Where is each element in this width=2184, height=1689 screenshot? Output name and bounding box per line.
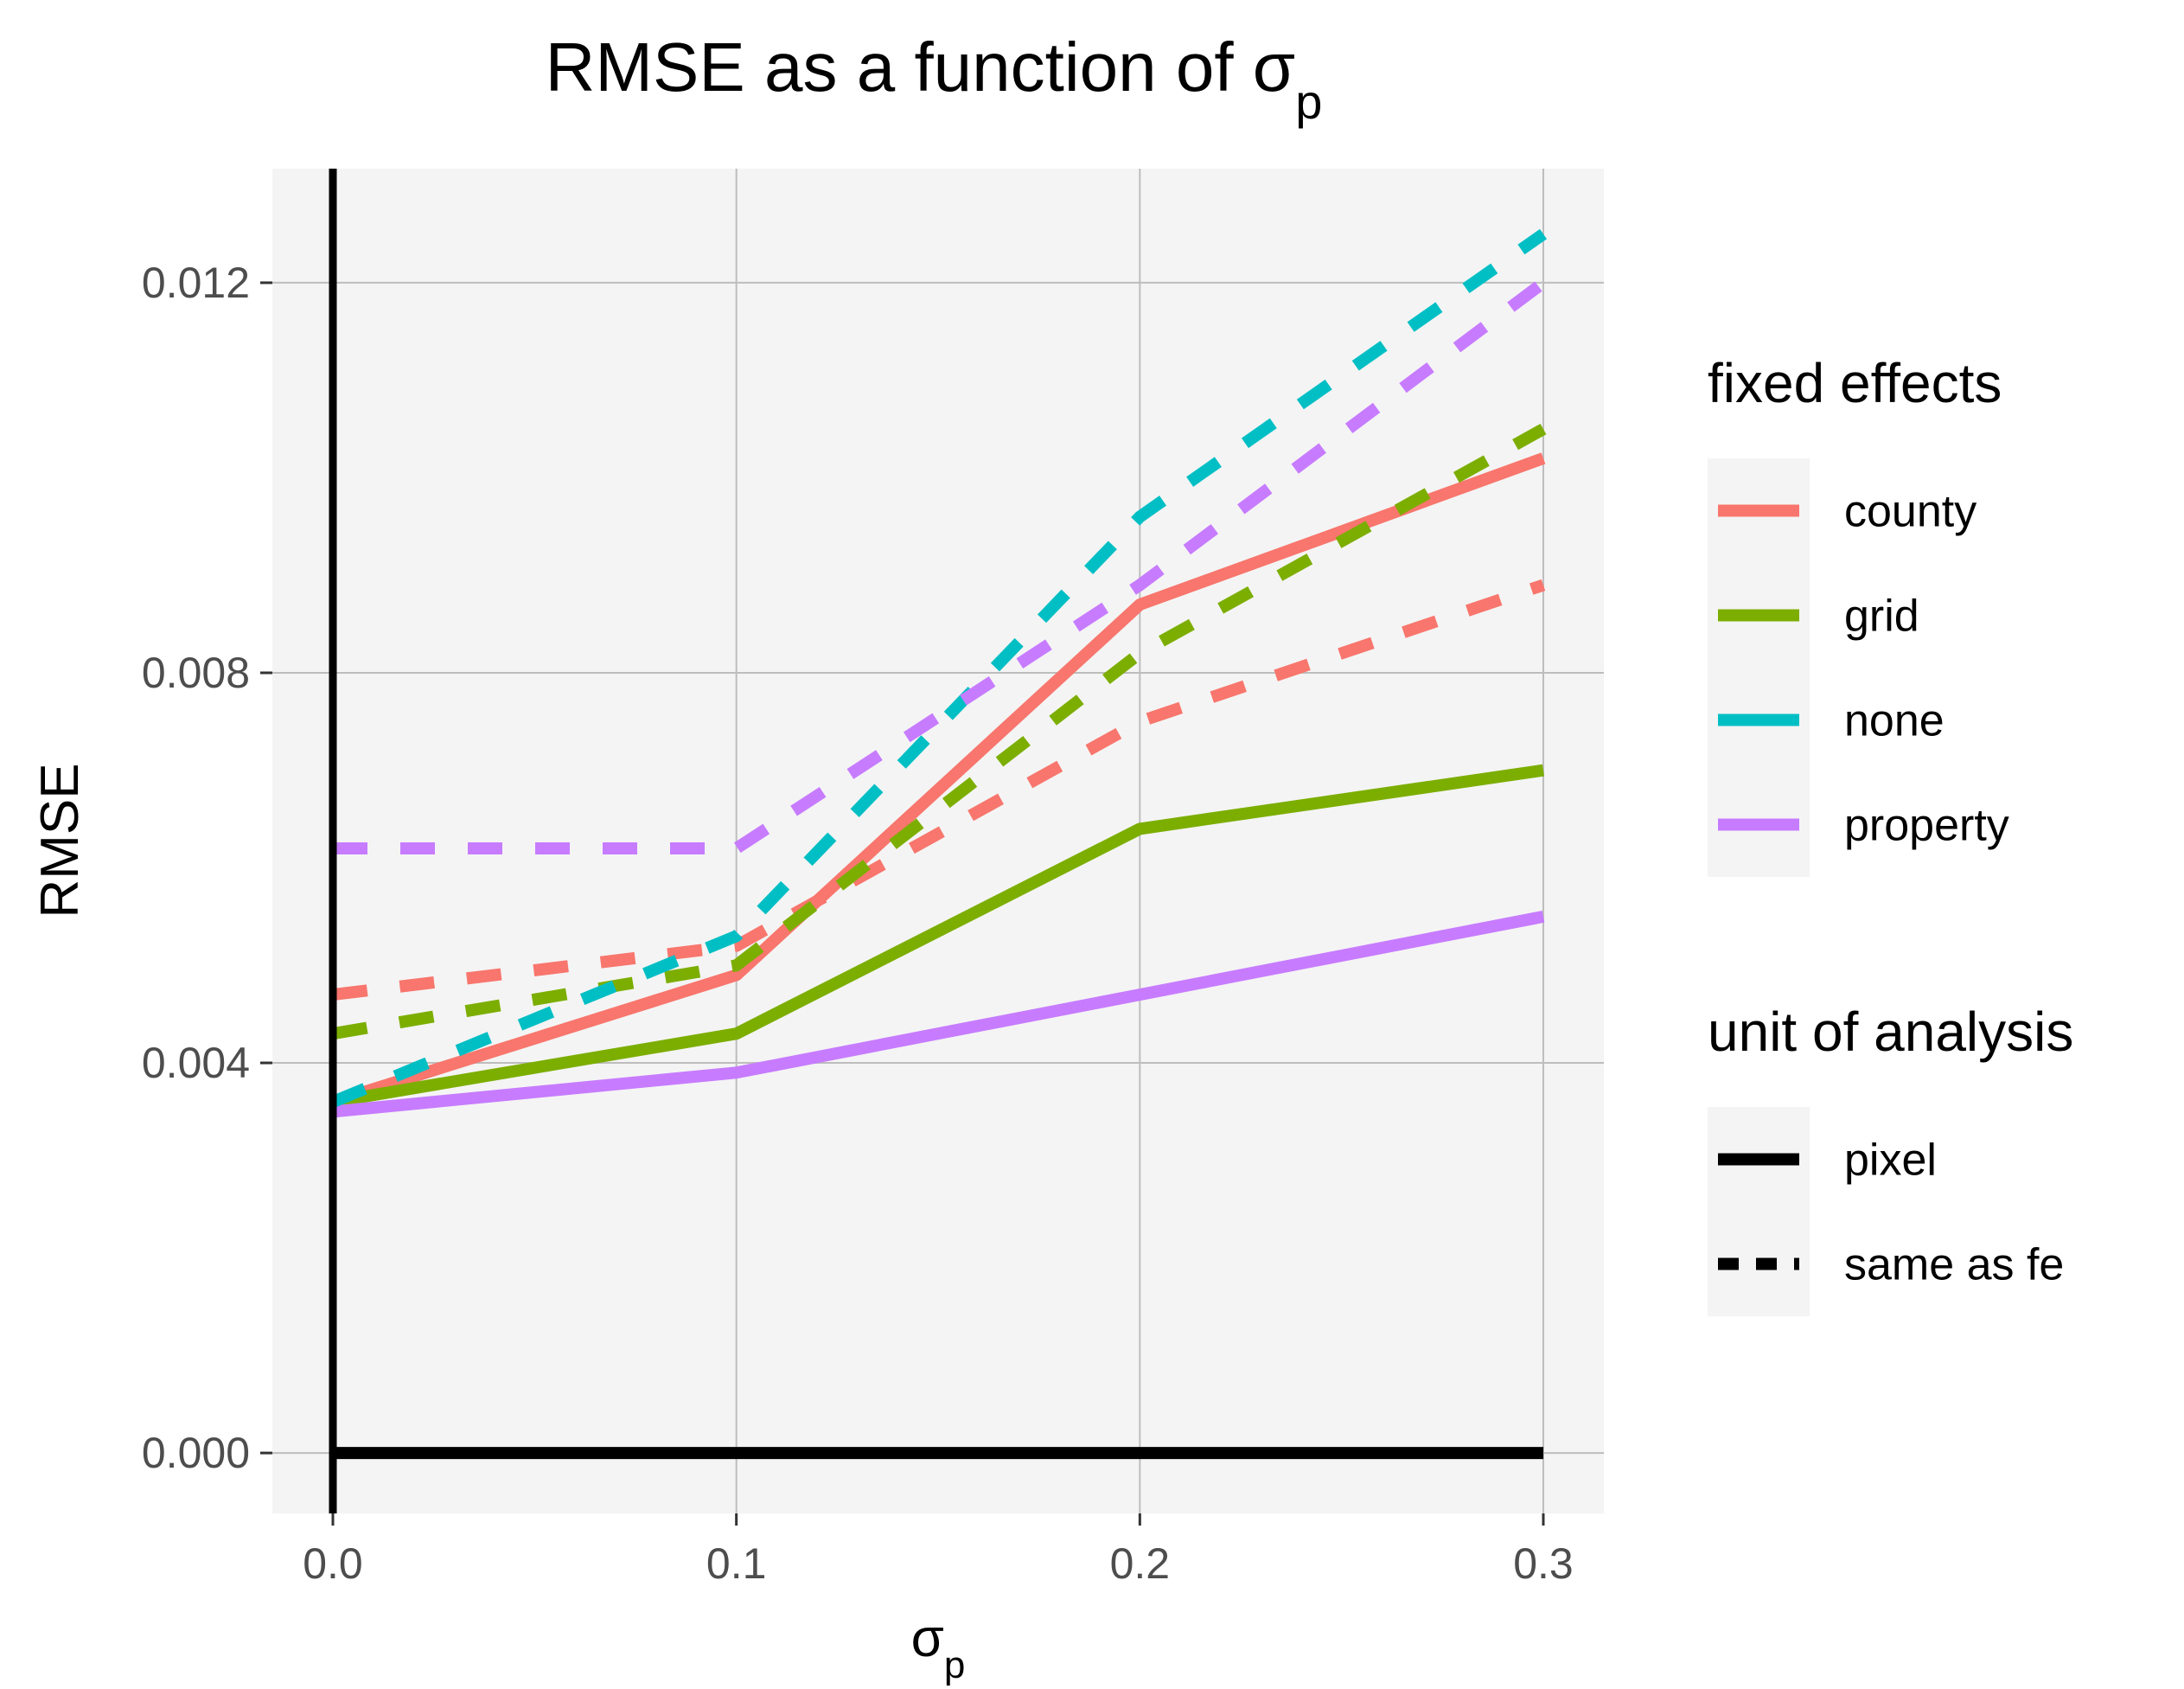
legend-key-background (1708, 458, 1810, 877)
legend-label: property (1844, 801, 2009, 851)
legend-key-background (1708, 1107, 1810, 1316)
legend-title: fixed effects (1708, 352, 2002, 414)
series-line-grid-same-as-fe (331, 423, 1547, 1040)
legend-label: county (1844, 487, 1976, 537)
x-tick-label: 0.3 (1513, 1539, 1574, 1588)
y-tick-label: 0.000 (142, 1429, 250, 1477)
x-tick-label: 0.2 (1110, 1539, 1171, 1588)
y-tick-label: 0.008 (142, 649, 250, 697)
x-tick-label: 0.1 (706, 1539, 767, 1588)
legend-label: none (1844, 696, 1945, 746)
y-tick-label: 0.012 (142, 259, 250, 307)
plot-panel (272, 169, 1604, 1513)
legend: fixed effects county grid none property unit … (1708, 352, 2073, 1316)
axes: 0.0 0.1 0.2 0.3 0.000 0.004 0.008 0.012 (142, 259, 1574, 1588)
x-tick-label: 0.0 (303, 1539, 363, 1588)
y-axis-title: RMSE (30, 763, 90, 918)
legend-label: grid (1844, 592, 1919, 642)
y-tick-label: 0.004 (142, 1039, 250, 1087)
series-line-county-pixel (330, 452, 1546, 1108)
legend-label: same as fe (1844, 1240, 2064, 1290)
series-line-none-same-as-fe (330, 228, 1548, 1108)
series-line-county-same-as-fe (332, 579, 1546, 1001)
chart-title: RMSE as a function of σp (546, 29, 1323, 129)
series-layer (329, 169, 1548, 1513)
series-line-grid-pixel (331, 764, 1545, 1109)
x-axis-title: σp (911, 1609, 966, 1686)
legend-label: pixel (1844, 1136, 1937, 1186)
legend-title: unit of analysis (1708, 1001, 2073, 1063)
series-line-property-pixel (332, 911, 1545, 1118)
